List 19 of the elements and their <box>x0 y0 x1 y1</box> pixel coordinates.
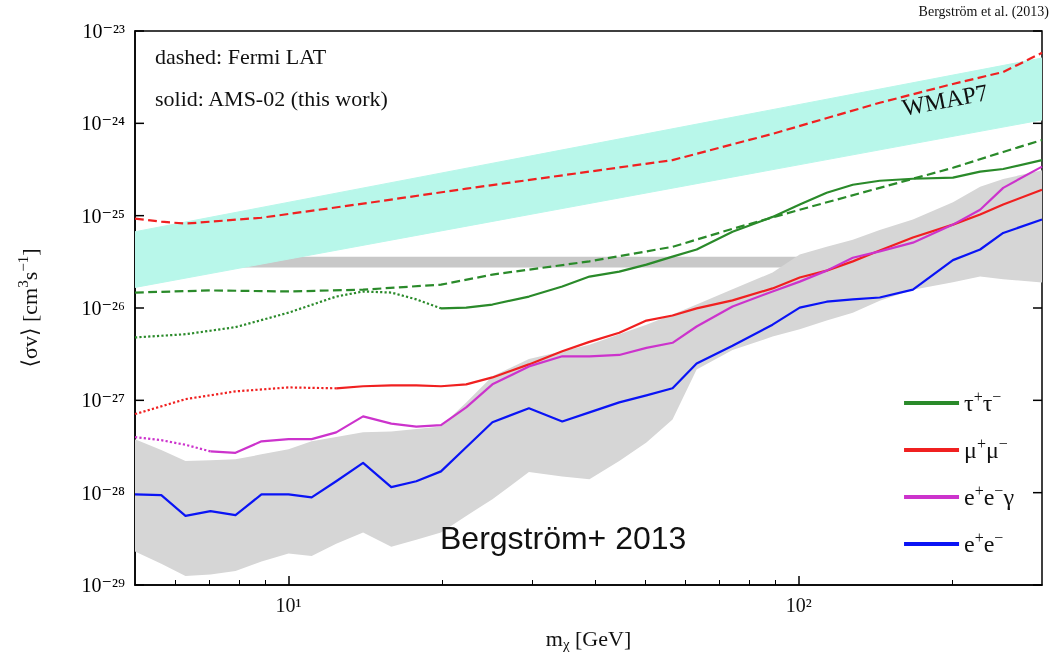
y-tick-label: 10⁻²³ <box>82 20 125 42</box>
legend-label: e+e−γ <box>964 481 1015 510</box>
y-tick-label: 10⁻²⁹ <box>81 574 126 596</box>
y-tick-label: 10⁻²⁷ <box>81 389 126 412</box>
y-axis-title: ⟨σv⟩ [cm3s−1] <box>14 248 42 368</box>
legend-label: μ+μ− <box>964 434 1008 463</box>
legend-label: τ+τ− <box>964 387 1002 416</box>
y-tick-label: 10⁻²⁴ <box>81 112 126 135</box>
y-tick-label: 10⁻²⁵ <box>81 204 125 227</box>
annotation: WMAP7 <box>899 79 991 121</box>
y-tick-label: 10⁻²⁶ <box>81 297 126 319</box>
x-tick-label: 10² <box>785 594 812 616</box>
y-tick-label: 10⁻²⁸ <box>81 481 126 504</box>
annotation: dashed: Fermi LAT <box>155 43 327 69</box>
x-tick-label: 10¹ <box>275 594 302 616</box>
annotation: solid: AMS-02 (this work) <box>155 85 388 111</box>
annotation: Bergström+ 2013 <box>440 520 687 556</box>
legend-label: e+e− <box>964 528 1004 557</box>
text: Bergström et al. (2013) <box>918 3 1050 20</box>
